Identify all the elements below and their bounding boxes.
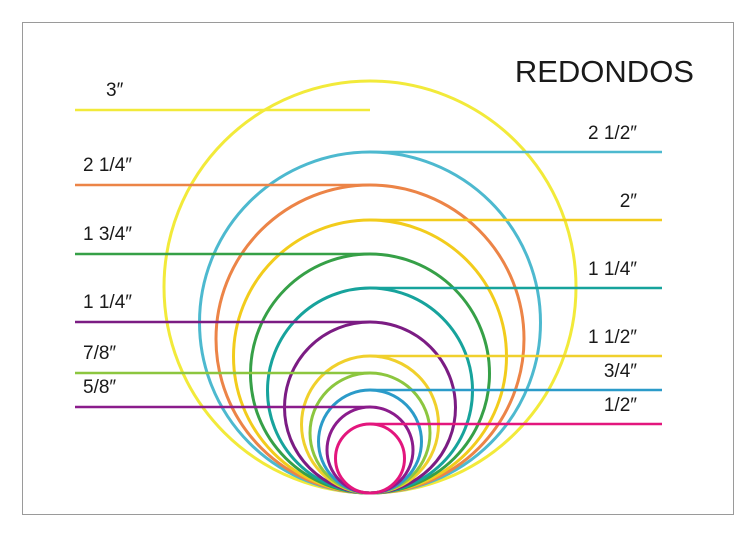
size-label: 2 1/4″	[83, 155, 132, 176]
size-label: 2″	[620, 191, 638, 212]
size-label: 1 1/2″	[588, 327, 637, 348]
size-label: 1 1/4″	[83, 292, 132, 313]
size-label: 3/4″	[604, 361, 637, 382]
size-label: 3″	[106, 80, 124, 101]
size-label: 1/2″	[604, 395, 637, 416]
frame	[22, 22, 734, 515]
size-label: 2 1/2″	[588, 123, 637, 144]
title: REDONDOS	[515, 54, 694, 89]
size-label: 7/8″	[83, 343, 116, 364]
size-label: 5/8″	[83, 377, 116, 398]
size-label: 1 3/4″	[83, 224, 132, 245]
size-label: 1 1/4″	[588, 259, 637, 280]
